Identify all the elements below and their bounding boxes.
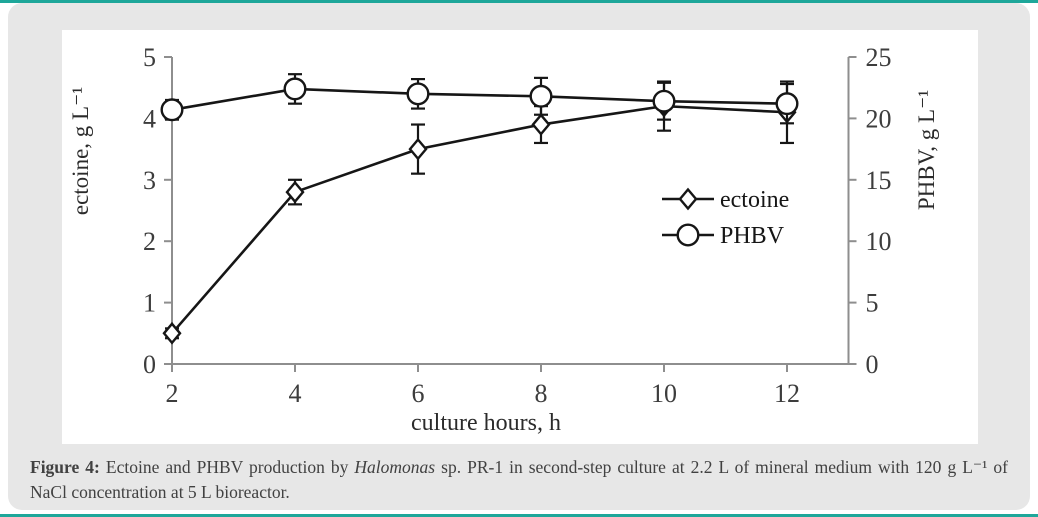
circle-marker bbox=[676, 223, 700, 247]
figure-image: 0 1 2 3 4 5 0 5 10 15 20 25 2 4 6 8 10 12 ectoine, g L⁻¹ PH… bbox=[62, 30, 978, 444]
left-tick-label: 1 bbox=[143, 289, 156, 318]
figure-panel: 0 1 2 3 4 5 0 5 10 15 20 25 2 4 6 8 10 12 ectoine, g L⁻¹ PH… bbox=[8, 3, 1030, 510]
circle-marker bbox=[652, 89, 676, 113]
top-accent-line bbox=[0, 0, 1038, 3]
right-axis-title: PHBV, g L⁻¹ bbox=[914, 90, 939, 210]
x-tick-label: 4 bbox=[289, 379, 302, 408]
left-tick-label: 0 bbox=[143, 350, 156, 379]
right-tick-label: 5 bbox=[866, 289, 879, 318]
series-ectoine bbox=[162, 80, 797, 345]
right-tick-label: 10 bbox=[866, 227, 892, 256]
legend-label: ectoine bbox=[720, 187, 789, 213]
x-tick-label: 10 bbox=[651, 379, 677, 408]
left-tick-label: 2 bbox=[143, 227, 156, 256]
caption-species: Halomonas bbox=[354, 457, 436, 477]
right-tick-label: 0 bbox=[866, 350, 879, 379]
x-tick-label: 6 bbox=[412, 379, 425, 408]
diamond-marker bbox=[531, 113, 551, 136]
x-tick-label: 12 bbox=[774, 379, 800, 408]
right-tick-label: 15 bbox=[866, 166, 892, 195]
x-tick-label: 2 bbox=[166, 379, 179, 408]
series-line bbox=[171, 87, 788, 112]
caption-label: Figure 4: bbox=[30, 457, 100, 477]
left-tick-label: 5 bbox=[143, 43, 156, 72]
legend-label: PHBV bbox=[720, 223, 785, 249]
diamond-marker bbox=[162, 321, 182, 345]
right-tick-label: 25 bbox=[866, 43, 892, 72]
caption-text-1: Ectoine and PHBV production by bbox=[99, 457, 355, 477]
caption-text-2: sp. PR-1 in second-step culture at 2.2 L… bbox=[30, 457, 1008, 502]
axis-titles: ectoine, g L⁻¹ PHBV, g L⁻¹ culture hours, … bbox=[68, 87, 939, 436]
left-axis-title: ectoine, g L⁻¹ bbox=[68, 87, 93, 215]
x-axis-title: culture hours, h bbox=[411, 410, 561, 436]
circle-marker bbox=[775, 92, 799, 116]
circle-marker bbox=[160, 98, 184, 122]
right-tick-label: 20 bbox=[866, 104, 892, 133]
series-line bbox=[171, 104, 788, 335]
axes bbox=[164, 56, 857, 372]
series-phbv bbox=[160, 73, 799, 125]
circle-marker bbox=[529, 84, 553, 108]
figure-caption: Figure 4: Ectoine and PHBV production by… bbox=[30, 455, 1008, 505]
diamond-marker bbox=[408, 137, 428, 161]
bottom-accent-line bbox=[0, 514, 1038, 517]
legend: ectoine PHBV bbox=[662, 187, 789, 249]
diamond-marker bbox=[285, 180, 305, 204]
circle-marker bbox=[283, 77, 307, 101]
x-tick-label: 8 bbox=[535, 379, 548, 408]
circle-marker bbox=[406, 82, 430, 106]
left-tick-label: 4 bbox=[143, 104, 156, 133]
diamond-marker bbox=[678, 187, 698, 211]
left-tick-label: 3 bbox=[143, 166, 156, 195]
